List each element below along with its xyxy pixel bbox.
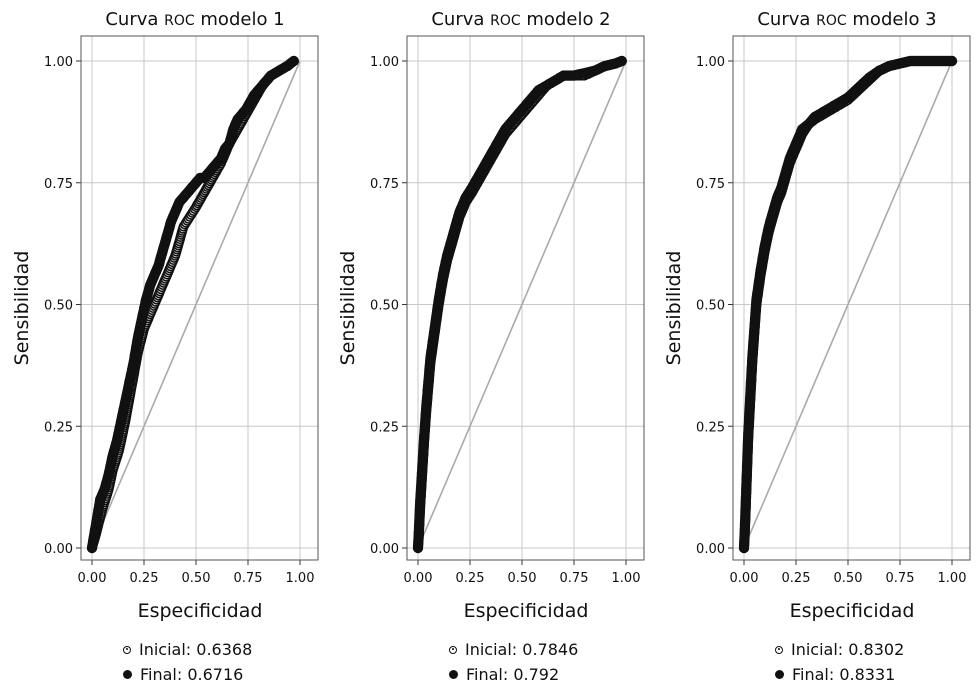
chart-title: Curva ROC modelo 1 bbox=[105, 9, 285, 30]
y-tick-label: 1.00 bbox=[696, 55, 725, 70]
x-tick-label: 0.75 bbox=[234, 571, 263, 586]
y-tick-label: 0.00 bbox=[370, 542, 399, 557]
plot-frame bbox=[80, 35, 319, 561]
filled-circle-marker-icon bbox=[123, 670, 132, 679]
plot-frame bbox=[406, 35, 645, 561]
y-axis-label: Sensibilidad bbox=[337, 251, 359, 366]
roc-panel-3: Curva ROC modelo 3 0.00 0.00 0.25 0.25 0.50 0.… bbox=[652, 0, 977, 689]
series-final bbox=[86, 55, 299, 554]
legend-label: Final: 0.8331 bbox=[792, 665, 896, 684]
y-axis-label: Sensibilidad bbox=[11, 251, 33, 366]
y-tick-label: 0.75 bbox=[696, 177, 725, 192]
legend-item-final: Final: 0.8331 bbox=[775, 665, 895, 684]
y-axis-label: Sensibilidad bbox=[663, 251, 685, 366]
roc-plot-svg: 0.00 0.00 0.25 0.25 0.50 0.50 0.75 0.75 1.00 1.00… bbox=[11, 35, 319, 622]
x-tick-label: 0.75 bbox=[886, 571, 915, 586]
roc-plot-svg: 0.00 0.00 0.25 0.25 0.50 0.50 0.75 0.75 1.00 1.00… bbox=[337, 35, 645, 622]
x-axis-label: Especificidad bbox=[138, 600, 263, 622]
y-tick-label: 0.75 bbox=[44, 177, 73, 192]
reference-diagonal bbox=[743, 60, 953, 549]
point-final bbox=[288, 55, 299, 67]
x-axis-label: Especificidad bbox=[790, 600, 915, 622]
x-tick-label: 0.25 bbox=[456, 571, 485, 586]
y-tick-label: 0.00 bbox=[696, 542, 725, 557]
reference-diagonal bbox=[91, 60, 301, 549]
y-tick-label: 0.25 bbox=[370, 420, 399, 435]
roc-panel-1: Curva ROC modelo 1 0.00 0.00 0.25 0.25 0.50 0.… bbox=[0, 0, 326, 689]
open-circle-marker-icon bbox=[775, 645, 783, 654]
x-tick-label: 0.25 bbox=[782, 571, 811, 586]
y-tick-label: 0.00 bbox=[44, 542, 73, 557]
legend-label: Inicial: 0.7846 bbox=[465, 640, 579, 659]
y-tick-label: 1.00 bbox=[370, 55, 399, 70]
roc-panel-2: Curva ROC modelo 2 0.00 0.00 0.25 0.25 0.50 0.… bbox=[326, 0, 652, 689]
legend-item-inicial: Inicial: 0.6368 bbox=[123, 640, 252, 659]
legend-item-final: Final: 0.792 bbox=[449, 665, 559, 684]
x-tick-label: 1.00 bbox=[612, 571, 641, 586]
x-tick-label: 0.75 bbox=[560, 571, 589, 586]
x-axis-label: Especificidad bbox=[464, 600, 589, 622]
legend-label: Final: 0.792 bbox=[466, 665, 560, 684]
legend-item-inicial: Inicial: 0.8302 bbox=[775, 640, 904, 659]
x-tick-label: 0.50 bbox=[182, 571, 211, 586]
y-tick-label: 1.00 bbox=[44, 55, 73, 70]
x-tick-label: 1.00 bbox=[286, 571, 315, 586]
y-tick-label: 0.50 bbox=[44, 299, 73, 314]
y-tick-label: 0.50 bbox=[370, 299, 399, 314]
chart-title: Curva ROC modelo 2 bbox=[431, 9, 611, 30]
legend-item-inicial: Inicial: 0.7846 bbox=[449, 640, 578, 659]
x-tick-label: 0.00 bbox=[404, 571, 433, 586]
x-tick-label: 0.00 bbox=[730, 571, 759, 586]
y-tick-label: 0.75 bbox=[370, 177, 399, 192]
open-circle-marker-icon bbox=[449, 645, 457, 654]
point-final bbox=[616, 55, 627, 67]
legend-label: Inicial: 0.6368 bbox=[139, 640, 253, 659]
legend-label: Final: 0.6716 bbox=[140, 665, 244, 684]
chart-title: Curva ROC modelo 3 bbox=[757, 9, 937, 30]
series-final bbox=[412, 55, 627, 554]
x-tick-label: 1.00 bbox=[938, 571, 967, 586]
x-tick-label: 0.25 bbox=[130, 571, 159, 586]
filled-circle-marker-icon bbox=[449, 670, 458, 679]
x-tick-label: 0.00 bbox=[78, 571, 107, 586]
open-circle-marker-icon bbox=[123, 645, 131, 654]
series-final bbox=[738, 55, 958, 554]
y-tick-label: 0.50 bbox=[696, 299, 725, 314]
y-tick-label: 0.25 bbox=[44, 420, 73, 435]
reference-diagonal bbox=[417, 60, 627, 549]
x-tick-label: 0.50 bbox=[834, 571, 863, 586]
x-tick-label: 0.50 bbox=[508, 571, 537, 586]
plot-frame bbox=[732, 35, 971, 561]
point-final bbox=[946, 55, 958, 67]
legend-item-final: Final: 0.6716 bbox=[123, 665, 243, 684]
y-tick-label: 0.25 bbox=[696, 420, 725, 435]
filled-circle-marker-icon bbox=[775, 670, 784, 679]
legend-label: Inicial: 0.8302 bbox=[791, 640, 905, 659]
roc-plot-svg: 0.00 0.00 0.25 0.25 0.50 0.50 0.75 0.75 1.00 1.00… bbox=[663, 35, 971, 622]
